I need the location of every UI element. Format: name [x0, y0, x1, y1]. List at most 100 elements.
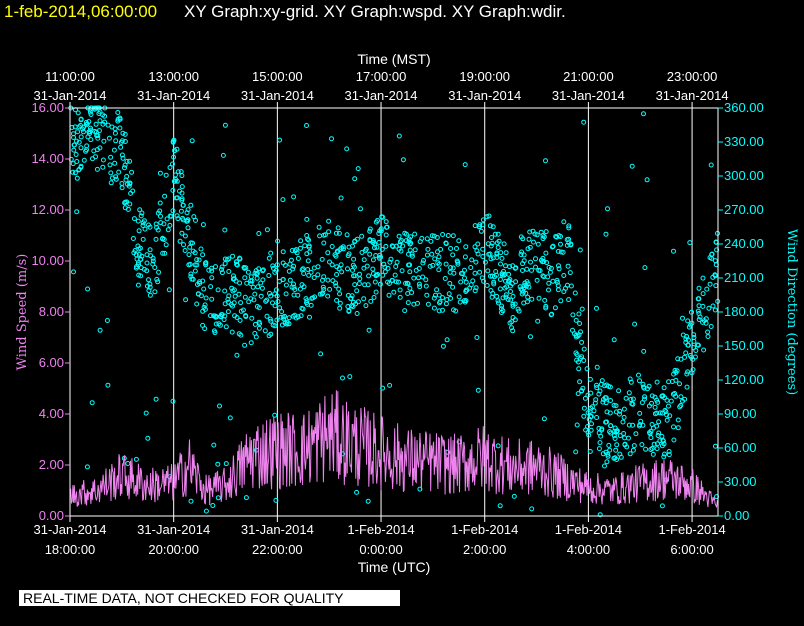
- wind-direction-point: [97, 145, 103, 151]
- wind-direction-point: [339, 245, 344, 251]
- wind-direction-point: [120, 130, 126, 136]
- wind-direction-point: [385, 279, 391, 285]
- wind-direction-point: [480, 217, 486, 223]
- wind-direction-point: [412, 247, 418, 253]
- wind-direction-point: [240, 307, 246, 313]
- wind-direction-point: [411, 301, 417, 307]
- wind-direction-point: [664, 417, 670, 423]
- wind-direction-point: [76, 139, 82, 145]
- wind-direction-point: [409, 251, 415, 257]
- right-axis-label: Wind Direction (degrees): [784, 229, 799, 395]
- wind-direction-point: [361, 296, 367, 302]
- wind-direction-point: [308, 269, 314, 275]
- wind-direction-point: [382, 264, 388, 270]
- wind-direction-point: [124, 173, 130, 179]
- wind-direction-point: [507, 277, 513, 282]
- wind-direction-point: [575, 391, 581, 397]
- wind-direction-point: [614, 428, 620, 434]
- wind-direction-point: [174, 213, 180, 219]
- wind-direction-point: [268, 331, 274, 337]
- wind-direction-point: [92, 129, 98, 134]
- wind-direction-point: [175, 216, 181, 222]
- right-tick-label: 0.00: [724, 508, 749, 523]
- wind-direction-point: [478, 228, 484, 234]
- wind-direction-point: [361, 257, 367, 263]
- wind-direction-point: [177, 238, 183, 244]
- wind-direction-point: [448, 246, 454, 251]
- wind-direction-point: [561, 219, 567, 225]
- right-tick-label: 150.00: [724, 338, 764, 353]
- wind-direction-point: [684, 334, 690, 339]
- top-tick-time: 17:00:00: [356, 69, 407, 84]
- wind-direction-point: [387, 259, 393, 265]
- wind-direction-point: [112, 130, 118, 136]
- wind-direction-point: [428, 238, 434, 244]
- wind-direction-point: [71, 269, 76, 275]
- wind-direction-point: [162, 193, 168, 199]
- wind-direction-point: [125, 461, 131, 466]
- wind-direction-point: [135, 218, 141, 224]
- wind-direction-point: [691, 332, 697, 338]
- wind-direction-point: [630, 447, 636, 453]
- wind-direction-point: [295, 256, 301, 261]
- wind-direction-point: [320, 284, 326, 290]
- wind-direction-point: [274, 317, 280, 323]
- wind-direction-point: [118, 144, 124, 150]
- wind-direction-point: [275, 238, 281, 244]
- wind-direction-point: [541, 234, 547, 240]
- wind-direction-point: [453, 308, 459, 314]
- wind-direction-point: [487, 223, 493, 229]
- wind-direction-point: [84, 147, 89, 153]
- wind-direction-point: [678, 394, 684, 400]
- wind-direction-point: [631, 443, 637, 449]
- wind-direction-point: [404, 280, 410, 286]
- wind-direction-point: [233, 259, 239, 265]
- wind-direction-point: [325, 250, 331, 256]
- wind-direction-point: [163, 242, 169, 248]
- wind-direction-point: [626, 435, 631, 441]
- wind-direction-point: [642, 396, 647, 402]
- wind-direction-point: [472, 288, 478, 294]
- wind-direction-point: [543, 305, 549, 311]
- wind-direction-point: [174, 146, 180, 152]
- wind-direction-point: [178, 208, 184, 214]
- wind-direction-point: [542, 297, 548, 303]
- wind-direction-point: [306, 243, 312, 249]
- wind-direction-point: [213, 314, 219, 320]
- wind-direction-point: [510, 328, 516, 334]
- wind-direction-point: [680, 398, 685, 404]
- wind-direction-point: [215, 495, 221, 501]
- wind-direction-point: [587, 376, 593, 382]
- wind-direction-point: [122, 165, 127, 171]
- wind-direction-point: [127, 180, 133, 186]
- wind-direction-point: [399, 268, 405, 274]
- wind-direction-point: [579, 388, 585, 394]
- wind-direction-point: [520, 236, 526, 242]
- wind-direction-point: [87, 129, 93, 135]
- wind-direction-point: [243, 495, 249, 501]
- wind-direction-point: [696, 317, 702, 323]
- wind-direction-point: [126, 183, 132, 189]
- wind-direction-point: [506, 278, 512, 284]
- wind-direction-point: [416, 281, 422, 287]
- wind-direction-point: [556, 266, 562, 272]
- wind-direction-point: [355, 166, 361, 172]
- wind-direction-point: [351, 273, 356, 279]
- wind-direction-point: [244, 280, 250, 286]
- wind-direction-point: [629, 163, 635, 169]
- wind-direction-point: [201, 286, 207, 292]
- wind-direction-point: [613, 403, 619, 409]
- wind-direction-point: [488, 273, 493, 279]
- wind-direction-point: [603, 419, 609, 425]
- wind-direction-point: [105, 382, 111, 388]
- wind-direction-point: [673, 393, 679, 399]
- wind-direction-point: [254, 275, 260, 281]
- wind-direction-point: [587, 449, 593, 454]
- wind-direction-point: [220, 152, 226, 158]
- wind-direction-point: [108, 170, 114, 176]
- wind-direction-point: [327, 259, 332, 265]
- wind-direction-point: [656, 419, 662, 425]
- wind-direction-point: [656, 430, 662, 436]
- wind-direction-point: [623, 395, 629, 401]
- wind-direction-point: [339, 269, 345, 275]
